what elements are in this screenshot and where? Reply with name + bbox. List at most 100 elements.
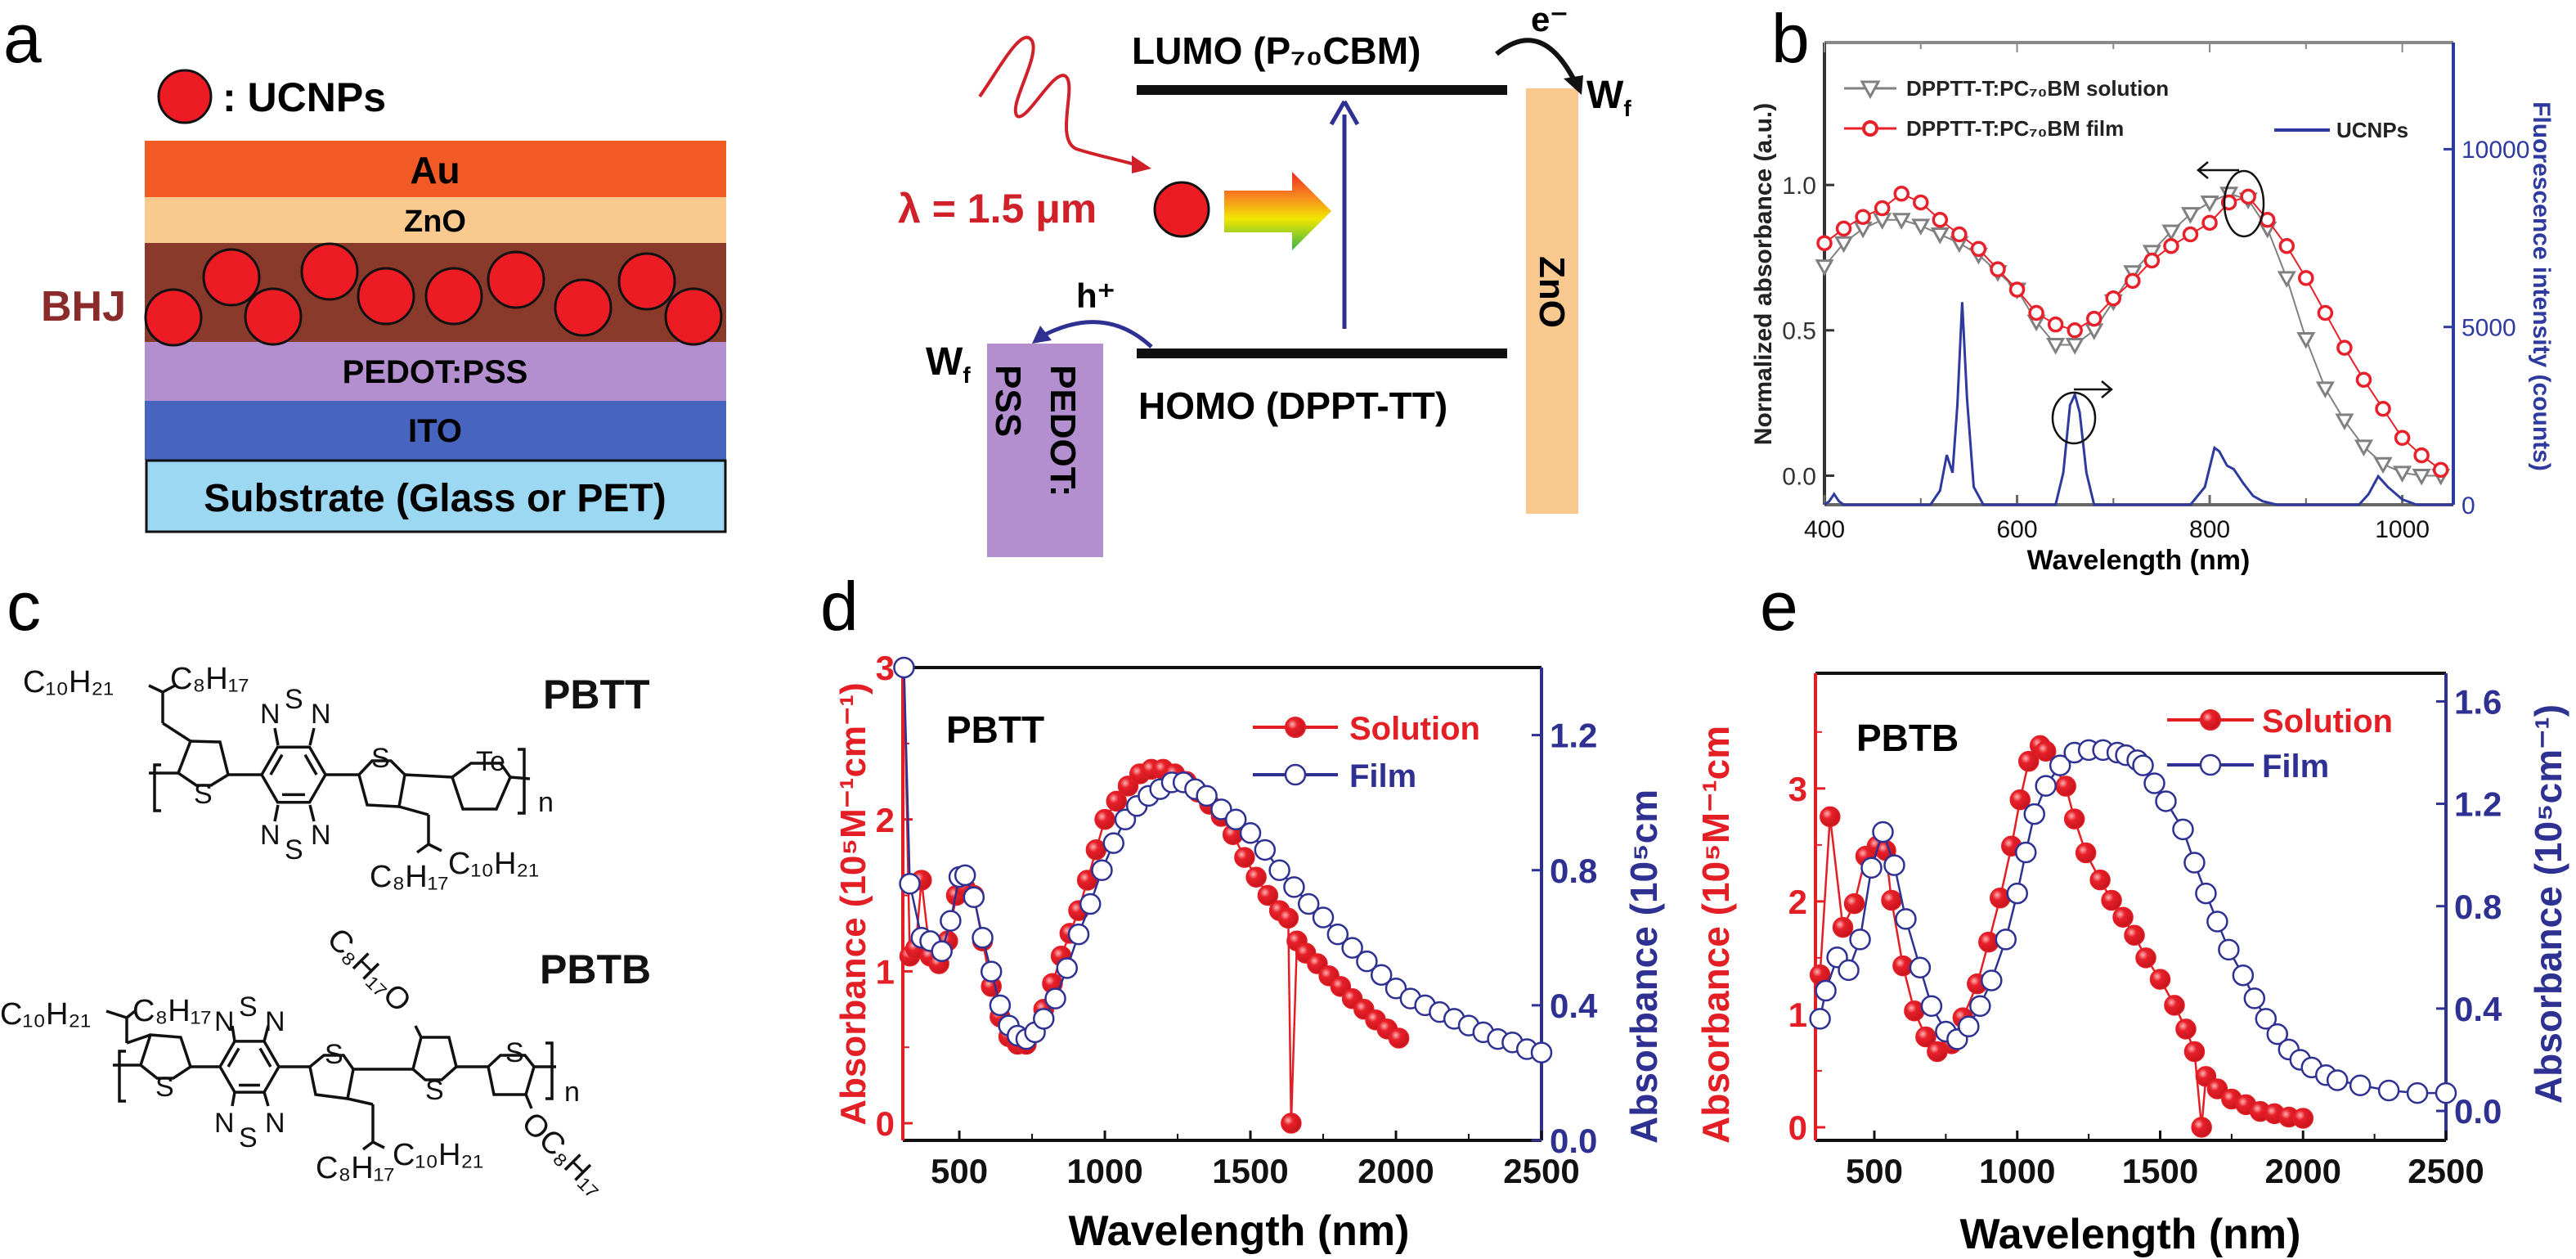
y-tick-label-left: 0 (1788, 1108, 1807, 1147)
data-point (2175, 1018, 2197, 1040)
pbtt-atom-te: Te (476, 746, 505, 777)
data-point (1384, 977, 1407, 1000)
data-point (1820, 806, 1841, 828)
data-point (2266, 1023, 2289, 1045)
data-point (2006, 882, 2028, 905)
legend-ucnp-label: UCNPs (2336, 118, 2408, 142)
zno-bar (1526, 88, 1578, 514)
x-tick-label: 400 (1804, 516, 1845, 543)
data-point (1254, 839, 1277, 861)
data-point (2296, 331, 2316, 349)
data-point (2355, 371, 2372, 388)
data-point (972, 927, 994, 949)
pbtt-thiophene-ring (176, 740, 231, 787)
series-line-DPPTT-T:PC₇₀BM film (1824, 192, 2442, 471)
right-axis-indicator-ellipse (2051, 391, 2097, 445)
chart-d: 500 1000 1500 2000 2500 0 1 2 3 0.0 0.4 0.8 1.2 PBTT… (833, 649, 1665, 1255)
data-point (2377, 1079, 2400, 1102)
data-point (1277, 907, 1299, 929)
data-point (1268, 859, 1290, 881)
data-point (2255, 1008, 2278, 1030)
data-point (1833, 236, 1854, 254)
data-point (1239, 822, 1262, 844)
ucnp-particle (244, 287, 303, 346)
right-axis-arrow-icon (2074, 380, 2113, 398)
pbtb-atom-n: N (214, 1108, 235, 1139)
pbtb-repeat-n: n (564, 1077, 580, 1108)
pbtt-atom-n: N (260, 820, 280, 851)
series-line-UCNPs (1824, 302, 2453, 506)
chart-e-ylabel: Absorbance (10⁵M⁻¹cm (1694, 726, 1737, 1144)
layer-ito (145, 401, 726, 460)
bond (273, 727, 280, 746)
data-point (2298, 270, 2314, 286)
data-point (2143, 772, 2165, 794)
data-point (963, 886, 985, 908)
data-point (2393, 465, 2412, 483)
data-point (2023, 803, 2045, 825)
data-point (1033, 1008, 1055, 1030)
layer-au-label: Au (410, 149, 460, 191)
data-point (2182, 226, 2199, 243)
y-tick-label-right: 0.0 (2454, 1092, 2502, 1131)
upconversion-arrow-icon (1224, 172, 1331, 250)
ucnp-particle (357, 267, 415, 326)
ucnp-particle (202, 248, 261, 307)
pbtb-side-chain-c8h17: C₈H₁₇ (132, 994, 212, 1028)
y-tick-label-left: 1.0 (1782, 173, 1816, 200)
x-tick-label: 500 (1846, 1152, 1903, 1190)
panel-label-b: b (1771, 0, 1810, 77)
pbtt-atom-n: N (311, 699, 331, 730)
pedot-bar-label-line1: PEDOT: (1043, 365, 1083, 497)
data-point (1913, 194, 1929, 211)
data-point (2009, 789, 2031, 811)
layer-pedot-label: PEDOT:PSS (343, 354, 528, 390)
panel-label-e: e (1760, 568, 1798, 645)
data-point (2065, 338, 2085, 355)
data-point (1815, 259, 1834, 277)
data-point (2278, 237, 2296, 254)
pbtb-atom-s: S (505, 1037, 524, 1068)
hole-arrowhead-icon (1032, 326, 1052, 344)
data-point (899, 872, 921, 895)
data-point (2412, 468, 2431, 486)
hole-transfer-arrow (1039, 320, 1153, 348)
pbtt-right-bracket (518, 748, 526, 815)
data-point (1281, 1113, 1302, 1134)
data-point (2028, 304, 2044, 321)
data-point (2191, 1117, 2212, 1138)
data-point (1809, 1008, 1831, 1030)
data-point (1815, 979, 1837, 1002)
y-tick-label-right: 0.4 (1550, 987, 1598, 1025)
data-point (989, 994, 1012, 1017)
data-point (1909, 956, 1932, 979)
homo-label: HOMO (DPPT-TT) (1138, 384, 1447, 427)
data-point (2047, 316, 2064, 333)
y-tick-label-right: 1.2 (2454, 785, 2502, 824)
layer-substrate-label: Substrate (Glass or PET) (204, 477, 666, 520)
data-point (2183, 852, 2206, 874)
data-point (1234, 847, 1255, 868)
pbtt-side-chain-c10h21: C₁₀H₂₁ (23, 665, 114, 699)
pbtb-atom-n: N (265, 1108, 285, 1139)
x-tick-label: 1000 (1979, 1152, 2055, 1190)
data-point (2164, 995, 2185, 1016)
x-tick-label: 1000 (2375, 516, 2430, 543)
data-point (940, 910, 962, 932)
data-point (2105, 290, 2122, 307)
legend-solution-label: Solution (1349, 711, 1480, 747)
data-point (2055, 776, 2076, 797)
chart-e-xlabel: Wavelength (nm) (1960, 1211, 2301, 1258)
data-point (2008, 281, 2026, 298)
data-point (1893, 186, 1910, 202)
bond (105, 1009, 128, 1019)
legend-solution-label: Solution (2262, 704, 2393, 740)
x-tick-label: 1500 (2122, 1152, 2198, 1190)
data-point (1210, 798, 1232, 821)
bond (347, 1097, 374, 1106)
pbtt-atom-n: N (260, 699, 280, 730)
panel-label-c: c (7, 568, 41, 645)
data-point (2155, 790, 2177, 812)
data-point (1091, 859, 1113, 881)
data-point (2089, 869, 2111, 891)
